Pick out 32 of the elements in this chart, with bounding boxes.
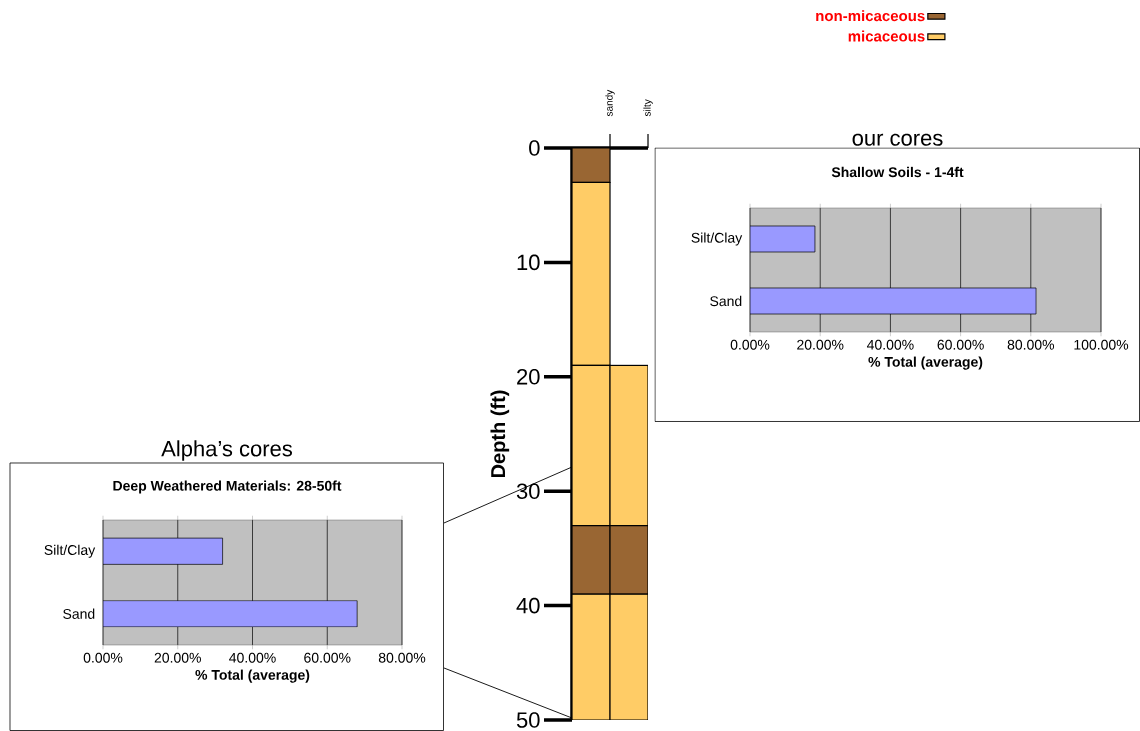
- chart-title: our cores: [852, 133, 943, 146]
- x-tick-label: 80.00%: [1007, 339, 1055, 350]
- chart-title: Alpha’s cores: [161, 440, 292, 461]
- x-tick-label: 60.00%: [937, 339, 984, 350]
- y-tick-label: 50: [516, 712, 540, 728]
- y-tick-label: 40: [516, 597, 540, 614]
- y-tick-label: 20: [517, 369, 540, 385]
- x-tick-label: silty: [643, 99, 653, 117]
- x-tick-label: 80.00%: [378, 652, 426, 663]
- chart-subtitle: Deep Weathered Materials: 28-50ft: [113, 480, 342, 494]
- y-axis-title: Depth (ft): [490, 390, 510, 478]
- y-tick-label: 10: [517, 254, 540, 271]
- legend-label: non-micaceous: [816, 10, 925, 22]
- text: micaceous: [848, 30, 925, 42]
- y-tick-label: 0: [529, 140, 540, 156]
- x-axis-title: % Total (average): [868, 356, 983, 370]
- x-tick-label: 0.00%: [730, 339, 770, 350]
- y-tick-label: 30: [516, 483, 540, 499]
- x-tick-label: 20.00%: [154, 652, 201, 663]
- y-tick-label: Silt/Clay: [691, 232, 743, 246]
- x-axis-title: % Total (average): [195, 669, 310, 683]
- y-tick-label: Sand: [63, 608, 95, 619]
- chart-subtitle: Shallow Soils - 1-4ft: [831, 166, 964, 178]
- y-tick-label: Silt/Clay: [44, 544, 96, 558]
- x-tick-label: 20.00%: [797, 339, 844, 350]
- y-tick-label: Sand: [710, 295, 742, 307]
- x-tick-label: 100.00%: [1074, 339, 1129, 350]
- x-tick-label: 0.00%: [83, 652, 123, 663]
- x-tick-label: 60.00%: [304, 652, 351, 663]
- x-tick-label: 40.00%: [866, 339, 914, 350]
- x-tick-label: 40.00%: [229, 652, 276, 663]
- x-tick-label: sandy: [605, 89, 615, 117]
